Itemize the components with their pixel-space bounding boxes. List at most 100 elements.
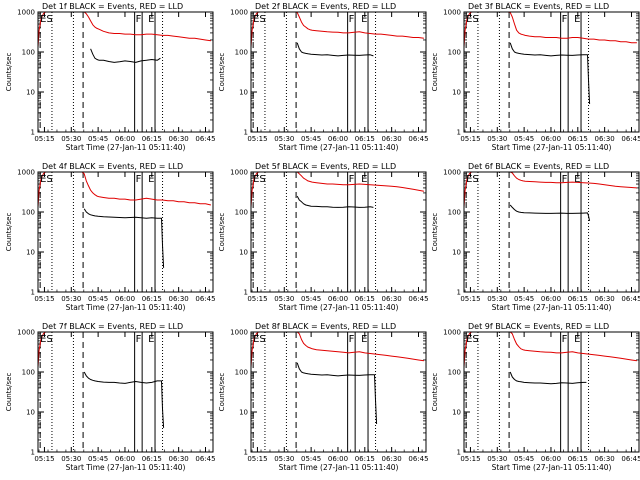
- lld-series-line: [463, 331, 637, 368]
- y-axis-label: Counts/sec: [218, 373, 226, 412]
- panel-title: Det 5f BLACK = Events, RED = LLD: [255, 162, 396, 171]
- y-tick-label: 1: [244, 449, 248, 457]
- y-tick-label: 100: [22, 49, 35, 57]
- marker-label-f: F: [136, 14, 142, 25]
- x-tick-label: 06:15: [142, 455, 162, 463]
- y-tick-label: 1: [457, 289, 461, 297]
- y-tick-label: 1: [31, 289, 35, 297]
- y-axis-label: Counts/sec: [218, 53, 226, 92]
- y-axis-label: Counts/sec: [431, 373, 439, 412]
- y-tick-label: 10: [239, 409, 248, 417]
- x-axis-label: Start Time (27-Jan-11 05:11:40): [492, 463, 612, 472]
- x-tick-label: 06:00: [115, 295, 135, 303]
- panel-title: Det 4f BLACK = Events, RED = LLD: [42, 162, 183, 171]
- marker-label-es: ES: [40, 174, 53, 185]
- plot-frame: [250, 11, 427, 133]
- marker-label-f: F: [136, 174, 142, 185]
- y-tick-label: 100: [235, 369, 248, 377]
- marker-label-e: E: [148, 334, 154, 345]
- lld-series-line: [463, 11, 637, 48]
- y-axis-label: Counts/sec: [5, 53, 13, 92]
- x-tick-label: 06:00: [328, 295, 348, 303]
- plot-frame: [250, 171, 427, 293]
- x-tick-label: 05:15: [34, 455, 54, 463]
- x-tick-label: 05:45: [301, 455, 321, 463]
- marker-label-es: ES: [253, 334, 266, 345]
- panel-title: Det 1f BLACK = Events, RED = LLD: [42, 2, 183, 11]
- panel-det-9f: Det 9f BLACK = Events, RED = LLD Counts/s…: [431, 322, 640, 472]
- y-tick-label: 1: [31, 129, 35, 137]
- y-tick-label: 1: [244, 129, 248, 137]
- x-tick-label: 06:45: [195, 295, 215, 303]
- panel-title: Det 7f BLACK = Events, RED = LLD: [42, 322, 183, 331]
- x-tick-label: 05:45: [301, 135, 321, 143]
- marker-label-es: ES: [253, 174, 266, 185]
- x-tick-label: 05:15: [460, 455, 480, 463]
- y-tick-label: 10: [452, 89, 461, 97]
- y-tick-label: 10: [239, 89, 248, 97]
- panel-det-7f: Det 7f BLACK = Events, RED = LLD Counts/s…: [5, 322, 216, 472]
- x-tick-label: 05:15: [34, 135, 54, 143]
- x-tick-label: 06:45: [408, 295, 428, 303]
- y-tick-label: 100: [448, 369, 461, 377]
- events-series-line: [296, 42, 374, 57]
- x-tick-label: 06:00: [541, 295, 561, 303]
- x-tick-label: 06:45: [621, 135, 640, 143]
- x-tick-label: 06:15: [355, 295, 375, 303]
- y-tick-label: 10: [239, 249, 248, 257]
- y-tick-label: 10: [452, 409, 461, 417]
- x-tick-label: 05:15: [247, 135, 267, 143]
- x-tick-label: 05:45: [88, 295, 108, 303]
- marker-label-e: E: [361, 334, 367, 345]
- x-tick-label: 05:30: [274, 135, 294, 143]
- marker-label-e: E: [148, 174, 154, 185]
- x-tick-label: 06:30: [382, 455, 402, 463]
- marker-label-es: ES: [40, 334, 53, 345]
- x-axis-label: Start Time (27-Jan-11 05:11:40): [492, 303, 612, 312]
- plot-frame: [37, 171, 214, 293]
- y-axis-label: Counts/sec: [5, 373, 13, 412]
- y-tick-label: 1000: [17, 9, 35, 17]
- x-tick-label: 05:45: [514, 295, 534, 303]
- x-tick-label: 06:00: [541, 135, 561, 143]
- marker-label-es: ES: [466, 334, 479, 345]
- x-axis-label: Start Time (27-Jan-11 05:11:40): [66, 143, 186, 152]
- events-series-line: [509, 204, 591, 222]
- lld-series-line: [250, 171, 424, 208]
- events-series-line: [90, 48, 161, 63]
- lld-series-line: [463, 171, 637, 208]
- x-tick-label: 06:15: [142, 295, 162, 303]
- marker-label-e: E: [574, 174, 580, 185]
- y-axis-label: Counts/sec: [431, 213, 439, 252]
- y-tick-label: 1000: [230, 9, 248, 17]
- x-tick-label: 06:30: [169, 135, 189, 143]
- x-tick-label: 06:00: [115, 455, 135, 463]
- events-series-line: [83, 371, 165, 428]
- x-tick-label: 06:30: [169, 455, 189, 463]
- y-tick-label: 1000: [443, 329, 461, 337]
- panel-title: Det 2f BLACK = Events, RED = LLD: [255, 2, 396, 11]
- panel-det-3f: Det 3f BLACK = Events, RED = LLD Counts/s…: [431, 2, 640, 152]
- marker-label-e: E: [574, 14, 580, 25]
- lld-series-line: [37, 171, 212, 208]
- x-tick-label: 05:15: [34, 295, 54, 303]
- y-tick-label: 1000: [17, 329, 35, 337]
- plot-frame: [250, 331, 427, 453]
- events-series-line: [296, 362, 378, 425]
- plot-frame: [463, 171, 640, 293]
- y-tick-label: 1: [31, 449, 35, 457]
- x-tick-label: 06:45: [621, 295, 640, 303]
- panel-det-5f: Det 5f BLACK = Events, RED = LLD Counts/s…: [218, 162, 429, 312]
- x-tick-label: 06:00: [328, 135, 348, 143]
- x-axis-label: Start Time (27-Jan-11 05:11:40): [279, 303, 399, 312]
- x-axis-label: Start Time (27-Jan-11 05:11:40): [66, 463, 186, 472]
- marker-label-es: ES: [466, 174, 479, 185]
- panel-title: Det 8f BLACK = Events, RED = LLD: [255, 322, 396, 331]
- x-tick-label: 05:15: [460, 295, 480, 303]
- x-tick-label: 06:15: [568, 455, 588, 463]
- x-tick-label: 06:00: [115, 135, 135, 143]
- y-tick-label: 100: [22, 209, 35, 217]
- x-tick-label: 06:30: [595, 455, 615, 463]
- marker-label-f: F: [349, 334, 355, 345]
- x-tick-label: 06:45: [621, 455, 640, 463]
